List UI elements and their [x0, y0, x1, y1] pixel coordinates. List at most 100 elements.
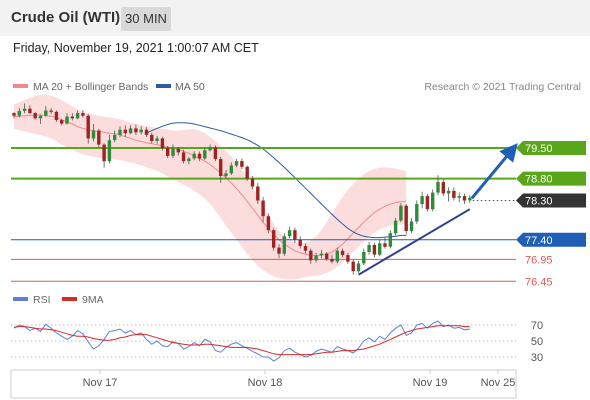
candle-body	[86, 115, 90, 139]
level-label-78.30: 78.30	[525, 195, 553, 207]
candle-body	[367, 245, 371, 252]
x-tick-label: Nov 18	[248, 377, 283, 389]
bollinger-band	[14, 94, 407, 280]
candle-body	[144, 129, 149, 135]
candle-body	[134, 128, 138, 133]
x-tick-label: Nov 19	[413, 377, 448, 389]
candle-body	[155, 138, 159, 141]
candle-body	[234, 161, 239, 166]
level-label-79.50: 79.50	[525, 143, 553, 155]
candle-body	[462, 196, 467, 201]
candle-body	[171, 148, 175, 156]
candle-body	[240, 161, 244, 167]
level-tag-78.30	[516, 193, 586, 208]
legend-swatch-rsi-ma	[62, 297, 77, 301]
report-datetime: Friday, November 19, 2021 1:00:07 AM CET	[13, 41, 259, 55]
candle-body	[309, 250, 313, 261]
legend-label-ma50: MA 50	[175, 81, 205, 93]
candle-body	[160, 138, 165, 148]
level-tag-78.80	[516, 171, 586, 186]
candle-body	[346, 255, 350, 262]
rsi-tick-70: 70	[531, 320, 543, 332]
rsi-tick-30: 30	[531, 352, 543, 364]
level-label-76.95: 76.95	[525, 254, 553, 266]
candle-body	[256, 186, 260, 201]
level-tag-79.50	[516, 141, 586, 156]
candle-body	[441, 182, 445, 194]
candle-body	[303, 245, 308, 251]
candle-body	[420, 196, 424, 204]
candle-body	[266, 216, 271, 231]
candle-body	[128, 128, 133, 134]
candle-body	[431, 192, 435, 210]
x-tick-label: Nov 25	[481, 377, 516, 389]
instrument-title: Crude Oil (WTI)	[11, 9, 121, 26]
candle-body	[75, 113, 80, 119]
candle-body	[54, 111, 59, 121]
candle-body	[446, 190, 451, 194]
candle-body	[272, 230, 276, 248]
candle-body	[319, 253, 324, 256]
candle-body	[97, 130, 101, 145]
candle-body	[393, 220, 398, 234]
candle-body	[436, 182, 440, 193]
candle-body	[192, 153, 196, 159]
candle-body	[362, 252, 366, 264]
timeframe-badge[interactable]: 30 MIN	[121, 7, 171, 31]
candle-body	[176, 148, 180, 153]
candle-body	[123, 129, 127, 134]
candle-body	[293, 230, 297, 240]
rsi-plot: 70 50 30	[11, 320, 543, 364]
candle-body	[187, 158, 191, 162]
candle-body	[335, 250, 339, 262]
candle-body	[282, 236, 286, 254]
candle-body	[287, 230, 292, 237]
header-bar: Crude Oil (WTI) 30 MIN	[0, 0, 590, 36]
candle-body	[250, 178, 255, 187]
legend-label-rsi-ma: 9MA	[82, 294, 104, 306]
candle-body	[452, 190, 456, 198]
candle-body	[399, 205, 403, 221]
candle-body	[219, 159, 223, 176]
legend-swatch-rsi	[13, 297, 28, 301]
rsi-ma-line	[13, 325, 470, 356]
candle-body	[38, 115, 43, 119]
candle-body	[356, 263, 361, 272]
support-trendline	[357, 208, 471, 276]
candle-body	[213, 147, 218, 159]
candle-body	[388, 233, 392, 247]
candle-body	[330, 259, 334, 262]
legend-label-ma20: MA 20 + Bollinger Bands	[33, 81, 148, 93]
candle-body	[17, 110, 21, 116]
ma50-line	[146, 122, 407, 239]
candle-body	[404, 205, 408, 231]
candle-body	[60, 120, 64, 124]
candle-body	[229, 165, 233, 174]
rsi-tick-50: 50	[531, 336, 543, 348]
candle-body	[166, 148, 170, 156]
candle-body	[383, 243, 387, 247]
candle-body	[139, 129, 143, 133]
candle-body	[81, 113, 85, 116]
candle-body	[340, 250, 345, 256]
candle-body	[150, 134, 154, 141]
candle-body	[351, 261, 355, 272]
candle-body	[325, 253, 329, 259]
candle-body	[70, 116, 74, 119]
candle-body	[245, 166, 249, 179]
candle-body	[203, 150, 207, 159]
candle-body	[102, 144, 106, 162]
candle-body	[457, 196, 461, 198]
candle-body	[415, 204, 419, 222]
price-plot: 79.50 78.80 78.30 77.40 76.95 76.45	[11, 94, 586, 288]
legend-swatch-ma50	[156, 84, 171, 88]
candle-body	[277, 247, 281, 254]
level-label-77.40: 77.40	[525, 235, 553, 247]
x-axis: Nov 17 Nov 18 Nov 19 Nov 25	[83, 370, 516, 389]
candle-body	[261, 200, 265, 217]
candle-body	[28, 108, 32, 114]
candle-body	[224, 173, 228, 176]
level-label-78.80: 78.80	[525, 174, 553, 186]
